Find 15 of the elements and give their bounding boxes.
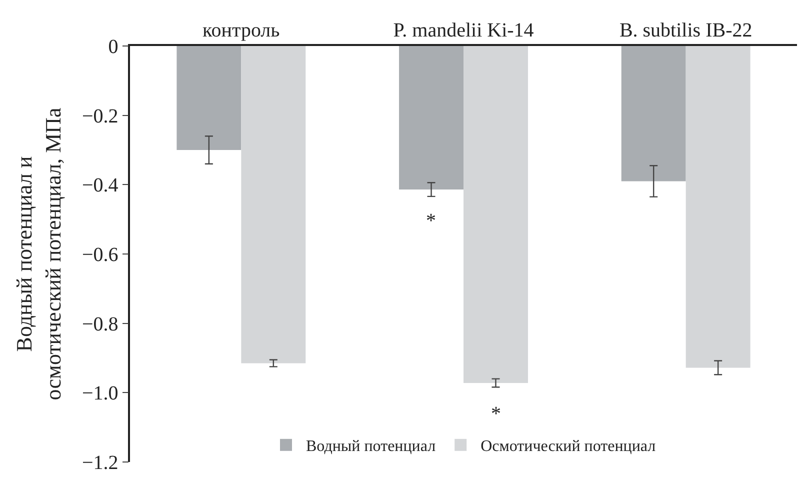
annotation: * — [491, 403, 501, 425]
y-tick-label: 0 — [108, 36, 118, 58]
x-tick-label: B. subtilis IB-22 — [619, 19, 752, 42]
x-tick-label: контроль — [202, 19, 280, 42]
y-tick-label: −1.0 — [82, 382, 118, 405]
legend-label: Осмотический потенциал — [480, 438, 656, 456]
x-tick-label: P. mandelii Ki-14 — [393, 19, 534, 42]
y-axis-title: Водный потенциал и осмотический потенциал, МПа — [12, 107, 66, 400]
y-tick-label: −0.4 — [82, 174, 118, 197]
y-tick-label: −0.2 — [82, 105, 118, 128]
legend-label: Водный потенциал — [306, 438, 436, 456]
y-tick-label: −1.2 — [82, 452, 118, 474]
y-tick-label: −0.8 — [82, 313, 118, 336]
annotation: * — [426, 210, 436, 232]
y-tick-label: −0.6 — [82, 244, 118, 266]
